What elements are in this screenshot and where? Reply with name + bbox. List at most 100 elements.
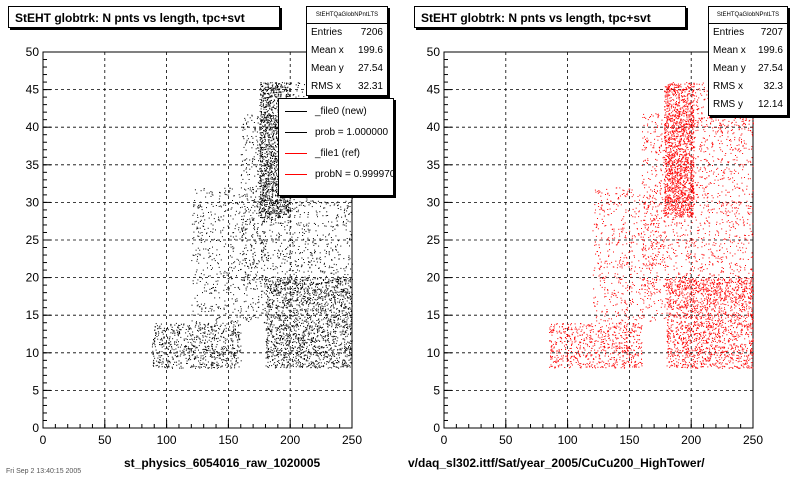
scatter-point [212,231,214,233]
scatter-point [262,198,264,200]
scatter-point [297,364,299,366]
scatter-point [259,151,261,153]
scatter-point [211,328,213,330]
scatter-point [275,307,277,309]
scatter-point [261,213,263,215]
scatter-point [280,95,281,97]
scatter-point [311,338,313,339]
scatter-point [237,286,239,288]
scatter-point [309,316,311,318]
scatter-point [347,292,349,294]
scatter-point [305,308,307,310]
scatter-point [285,341,287,343]
scatter-point [310,319,312,321]
scatter-point [325,308,327,310]
scatter-point [276,91,277,93]
scatter-point [335,327,336,329]
scatter-point [223,328,225,330]
scatter-point [233,329,235,331]
scatter-point [265,182,267,184]
scatter-point [313,291,315,293]
scatter-point [346,354,348,356]
scatter-point [308,323,310,325]
scatter-point [312,278,314,280]
scatter-point [191,223,193,225]
scatter-point [309,302,311,304]
scatter-point [304,343,305,345]
scatter-point [237,332,239,334]
scatter-point [275,87,277,89]
scatter-point [212,363,214,365]
scatter-point [315,338,316,340]
scatter-point [281,315,283,317]
scatter-point [273,284,275,286]
scatter-point [201,307,203,309]
scatter-point [317,331,319,333]
scatter-point [178,324,179,326]
scatter-point [325,356,327,358]
scatter-point [205,359,207,361]
scatter-point [261,116,263,118]
scatter-point [260,104,262,106]
scatter-point [289,317,291,319]
scatter-point [281,336,283,337]
scatter-point [308,344,310,346]
scatter-point [260,170,262,172]
scatter-point [267,86,269,88]
scatter-point [185,349,187,351]
scatter-point [324,317,325,318]
scatter-point [274,202,276,204]
scatter-point [290,295,292,297]
scatter-point [237,341,239,343]
scatter-point [310,332,312,334]
scatter-point [312,341,314,343]
scatter-point [347,292,349,294]
scatter-point [275,350,277,352]
scatter-point [260,197,262,199]
scatter-point [350,348,352,350]
scatter-point [304,316,306,318]
scatter-point [154,329,156,331]
scatter-point [267,354,269,355]
scatter-point [307,333,309,335]
scatter-point [261,137,263,139]
scatter-point [167,349,169,350]
scatter-point [325,317,327,319]
scatter-point [331,343,333,344]
scatter-point [198,345,200,347]
scatter-point [269,144,271,146]
scatter-point [272,162,274,164]
scatter-point [311,339,313,341]
scatter-point [272,84,274,86]
scatter-point [334,315,336,317]
scatter-point [351,340,353,342]
scatter-point [217,306,219,308]
scatter-point [316,353,318,355]
scatter-point [303,335,305,337]
scatter-point [268,140,270,142]
scatter-point [308,286,309,288]
scatter-point [277,122,279,124]
scatter-point [284,327,286,329]
scatter-point [276,341,278,343]
scatter-point [189,339,191,340]
scatter-point [241,224,243,226]
scatter-point [317,330,319,332]
scatter-point [216,254,218,256]
scatter-point [275,158,277,160]
scatter-point [262,217,264,218]
scatter-point [286,201,288,203]
scatter-point [200,303,202,305]
scatter-point [252,234,254,236]
scatter-point [210,332,212,334]
scatter-point [276,364,278,366]
scatter-point [177,356,179,358]
scatter-point [336,269,338,271]
scatter-point [336,357,338,359]
scatter-point [169,337,171,339]
scatter-point [281,210,283,212]
scatter-point [287,199,289,201]
scatter-point [298,361,300,363]
scatter-point [285,201,287,203]
scatter-point [336,278,338,280]
